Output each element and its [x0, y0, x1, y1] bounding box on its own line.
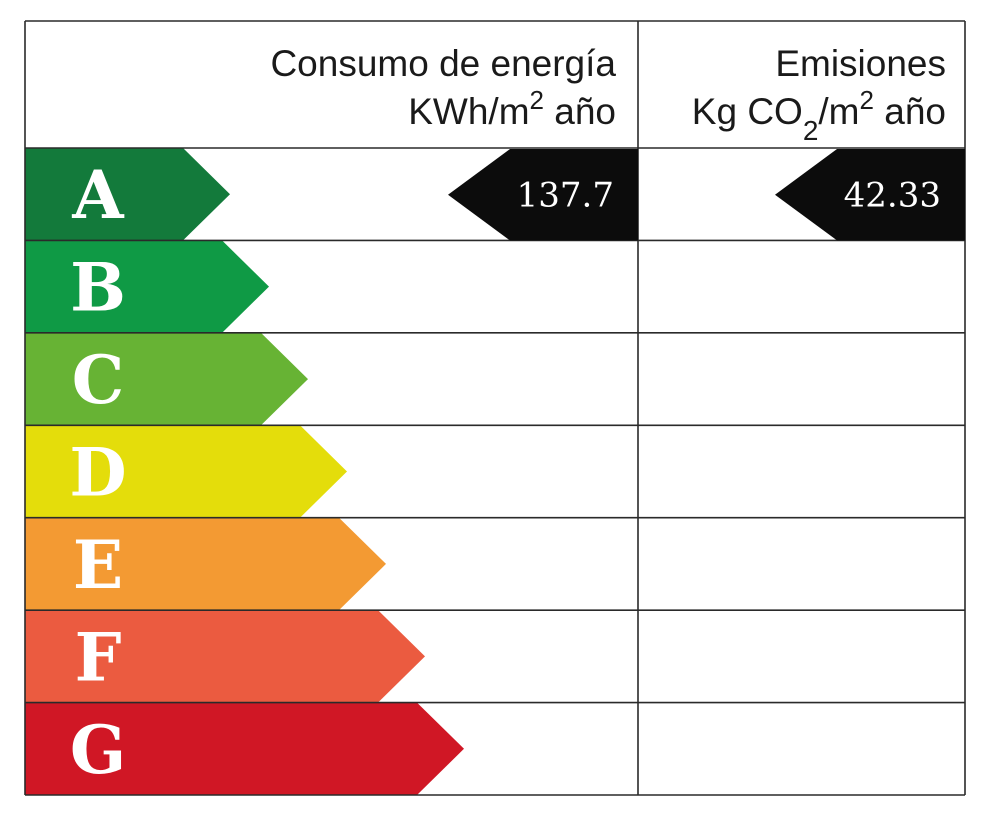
class-arrow-d: [25, 425, 347, 518]
class-letter-f: F: [75, 618, 122, 696]
emissions-unit: Kg CO2/m2 año: [692, 85, 946, 146]
class-arrow-a: [25, 148, 230, 241]
class-arrow-b: [25, 240, 269, 333]
class-arrow-g: [25, 702, 464, 795]
class-letter-b: B: [70, 249, 126, 327]
emissions-title: Emisiones: [775, 43, 946, 84]
energy-title: Consumo de energía: [270, 43, 616, 84]
emissions-value: 42.33: [844, 176, 941, 216]
emissions-marker: [775, 149, 965, 241]
class-letter-c: C: [72, 341, 125, 419]
energy-unit: KWh/m2 año: [408, 85, 616, 132]
class-arrow-c: [25, 332, 308, 426]
class-letter-e: E: [73, 526, 123, 604]
class-arrow-f: [25, 610, 425, 703]
energy-value: 137.7: [517, 176, 614, 216]
class-letter-g: G: [70, 711, 126, 789]
class-arrow-e: [25, 517, 386, 611]
class-letter-a: A: [71, 156, 124, 234]
energy-marker: [448, 149, 638, 241]
value-markers: 137.7 42.33: [448, 149, 965, 241]
table-grid: [24, 20, 966, 796]
class-letter-d: D: [69, 434, 126, 512]
